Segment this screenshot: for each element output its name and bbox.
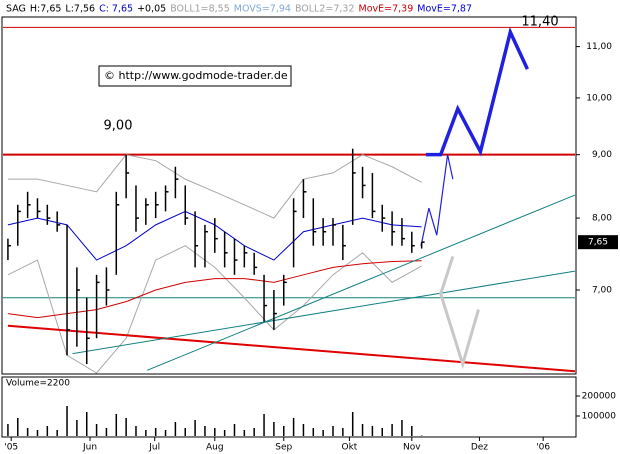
y-tick-label: 9,00 [592,150,612,160]
y-tick-label: 7,00 [592,285,612,295]
copyright-box [98,65,292,87]
indicator-line [7,324,576,373]
header-item: MovE=7,39 [359,4,414,15]
annotation: 9,00 [104,119,133,134]
indicator-line [146,194,576,371]
last-price-box [578,235,618,250]
x-tick-label: '06 [536,443,550,453]
annotation: 11,40 [521,15,558,30]
x-tick-label: '05 [4,443,18,453]
header-item: H:7,65 [30,4,62,15]
volume-title: Volume=2200 [6,379,70,389]
x-tick-label: Jun [82,443,97,453]
x-tick-label: Okt [342,443,358,453]
volume-frame [1,376,577,438]
y-tick-label: 200000 [582,392,617,402]
header-item: BOLL2=7,32 [295,4,355,15]
indicator-line [72,270,576,355]
header-item: C: 7,65 [99,4,133,15]
x-tick-label: Dez [471,443,488,453]
header: SAG H:7,65 L:7,56 C: 7,65 +0,05 BOLL1=8,55 MOV… [6,4,472,15]
y-tick-label: 100000 [582,412,617,422]
indicator-line [439,255,480,370]
last-price-label: 7,65 [588,238,608,248]
header-item: +0,05 [137,4,166,15]
x-tick-label: Nov [403,443,421,453]
y-tick-label: 11,00 [586,42,612,52]
header-item: SAG [6,4,26,15]
y-tick-label: 8,00 [592,214,612,224]
annotation: © http://www.godmode-trader.de [104,69,288,82]
x-tick-label: Sep [275,443,292,453]
header-item: MovE=7,87 [417,4,472,15]
header-item: L:7,56 [65,4,95,15]
x-tick-label: Aug [206,443,224,453]
indicator-line [7,245,422,374]
x-tick-label: Jul [148,443,160,453]
header-item: MOVS=7,94 [234,4,291,15]
header-item: BOLL1=8,55 [170,4,230,15]
indicator-line [420,154,454,246]
y-tick-label: 10,00 [586,93,612,103]
indicator-line [425,26,529,157]
